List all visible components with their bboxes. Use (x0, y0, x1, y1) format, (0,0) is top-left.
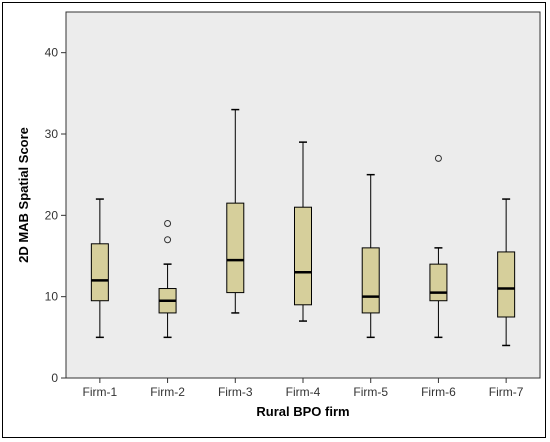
x-tick-label: Firm-2 (150, 385, 185, 399)
y-tick-label: 10 (45, 290, 59, 304)
y-tick-label: 40 (45, 46, 59, 60)
iqr-box (90, 243, 109, 302)
iqr-box (226, 202, 245, 294)
outlier-point (164, 236, 172, 244)
iqr-box (497, 251, 516, 318)
outlier-point (434, 154, 442, 162)
box-group-firm-5 (361, 173, 380, 339)
box-group-firm-7 (497, 198, 516, 347)
box-group-firm-6 (429, 154, 448, 339)
box-series (90, 108, 516, 347)
box-group-firm-2 (158, 219, 177, 339)
y-tick-label: 20 (45, 208, 59, 222)
x-tick-label: Firm-3 (218, 385, 253, 399)
x-axis: Firm-1 Firm-2 Firm-3 Firm-4 Firm-5 Firm-6 Firm… (83, 378, 524, 399)
y-tick-label: 0 (51, 371, 58, 385)
iqr-box (294, 206, 312, 306)
x-tick-label: Firm-6 (421, 385, 456, 399)
x-tick-label: Firm-7 (489, 385, 524, 399)
y-axis-title: 2D MAB Spatial Score (16, 127, 31, 263)
outlier-point (164, 219, 172, 227)
x-tick-label: Firm-4 (286, 385, 321, 399)
box-group-firm-1 (90, 198, 109, 339)
x-tick-label: Firm-5 (353, 385, 388, 399)
box-group-firm-3 (226, 108, 245, 314)
x-axis-title: Rural BPO firm (256, 404, 349, 419)
x-tick-label: Firm-1 (83, 385, 118, 399)
iqr-box (361, 247, 380, 314)
y-tick-label: 30 (45, 127, 59, 141)
y-axis: 0 10 20 30 40 (45, 46, 66, 385)
box-group-firm-4 (294, 141, 312, 322)
iqr-box (429, 263, 448, 302)
